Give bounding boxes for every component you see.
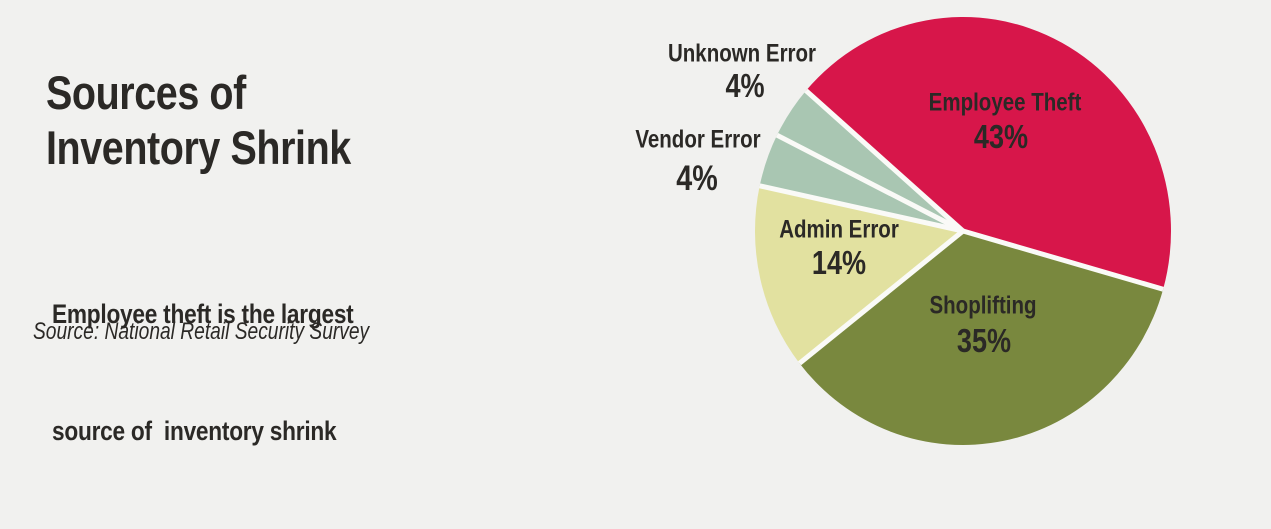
pie-slice-separator	[797, 229, 965, 366]
pie-slice-unknown-error	[777, 90, 963, 231]
pie-slice-separator	[759, 183, 964, 234]
pie-chart	[755, 16, 1172, 446]
slice-label-vendor-error: Vendor Error	[635, 125, 761, 154]
chart-subtitle-line2: source of inventory shrink	[52, 416, 337, 446]
chart-subtitle-line1: Employee theft is the largest	[52, 299, 354, 329]
page-title: Sources of Inventory Shrink	[46, 65, 351, 175]
page-title-line1: Sources of	[46, 66, 246, 120]
slice-label-admin-error: Admin Error	[779, 215, 899, 244]
pie-slice-admin-error	[755, 185, 963, 364]
slice-pct-employee-theft: 43%	[973, 118, 1029, 155]
page-title-line2: Inventory Shrink	[46, 121, 351, 175]
pie-slice-separator	[804, 88, 965, 233]
chart-subtitle: Employee theft is the largest source of …	[52, 217, 354, 529]
infographic-canvas: Sources of Inventory Shrink Employee the…	[33, 16, 1172, 446]
source-attribution: Source: National Retail Security Survey	[33, 318, 370, 345]
pie-slice-employee-theft	[806, 16, 1172, 290]
slice-label-shoplifting: Shoplifting	[929, 291, 1037, 320]
slice-pct-admin-error: 14%	[811, 244, 867, 281]
slice-pct-shoplifting: 35%	[956, 322, 1012, 359]
slice-label-unknown-error: Unknown Error	[667, 39, 817, 68]
pie-slice-shoplifting	[799, 231, 1164, 446]
slice-pct-unknown-error: 4%	[725, 67, 765, 104]
slice-label-employee-theft: Employee Theft	[928, 88, 1082, 117]
slice-pct-vendor-error: 4%	[676, 159, 718, 198]
pie-slice-separator	[775, 132, 965, 234]
pie-slice-separator	[962, 228, 1164, 292]
